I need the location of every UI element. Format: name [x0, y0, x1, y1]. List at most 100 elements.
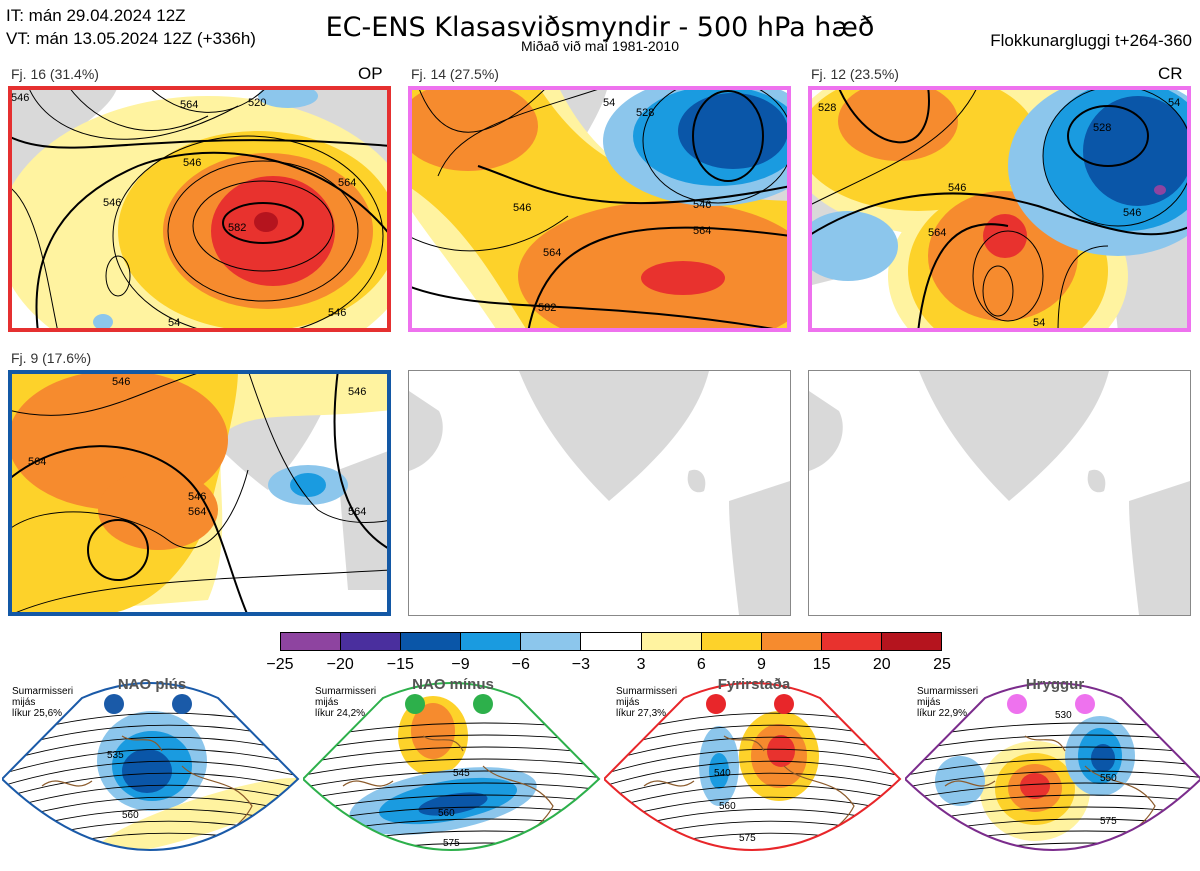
regime-season: Sumarmisseri	[616, 686, 678, 697]
page-title: EC-ENS Klasasviðsmyndir - 500 hPa hæð	[325, 12, 875, 43]
panel-2-contour-label: 546	[513, 202, 531, 214]
height-contour	[604, 760, 900, 790]
anomaly-shading	[1020, 773, 1050, 799]
panel-4-contour-label: 564	[188, 506, 206, 518]
regime-contour-label: 560	[122, 810, 139, 821]
regime-center-dot	[405, 694, 425, 714]
panel-2-contour-label: 54	[603, 97, 615, 109]
regime-1[interactable]: Sumarmisseri mijás líkur 25,6% 535 560 NAO pl…	[2, 676, 300, 871]
height-contour	[2, 784, 298, 814]
regime-fan-border	[303, 682, 601, 851]
regime-name: NAO plús	[117, 676, 187, 693]
valid-time: VT: mán 13.05.2024 12Z (+336h)	[6, 29, 256, 48]
colorbar-tick-label: −15	[386, 656, 414, 673]
panel-2-contour-label: 564	[543, 247, 561, 259]
panel-1-contour-label: 520	[248, 97, 266, 109]
colorbar-swatch	[760, 633, 821, 650]
regime-likelihood: líkur 27,3%	[616, 708, 667, 719]
regime-contour-label: 560	[719, 801, 736, 812]
height-contour	[905, 770, 1200, 790]
height-contour	[604, 784, 900, 814]
panel-3-contour-label: 528	[818, 102, 836, 114]
panel-2-contour-label: 564	[693, 225, 711, 237]
colorbar-swatch	[460, 633, 521, 650]
regime-center-dot	[1007, 694, 1027, 714]
regime-center-dot	[473, 694, 493, 714]
regime-center-dot	[104, 694, 124, 714]
regime-info: Sumarmisseri mijás líkur 22,9%	[917, 686, 978, 719]
page-subtitle: Miðað við maí 1981-2010	[521, 38, 679, 54]
panel-1-contour-label: 546	[103, 197, 121, 209]
colorbar-swatch	[820, 633, 881, 650]
panel-2-contour-label: 546	[693, 199, 711, 211]
anomaly-shading	[767, 735, 795, 767]
regime-2[interactable]: Sumarmisseri mijás líkur 24,2% 545 560 575 NAO…	[303, 676, 601, 871]
colorbar-swatch	[281, 633, 341, 650]
regime-name: NAO mínus	[412, 676, 494, 693]
regime-likelihood: líkur 25,6%	[12, 708, 63, 719]
panel-1-label: Fj. 16 (31.4%)	[11, 66, 99, 82]
regime-contour-label: 575	[443, 838, 460, 849]
height-contour	[604, 748, 900, 778]
cluster-map-2[interactable]: 528 546 546 564 564 582 54	[408, 86, 791, 332]
regime-contour-label: 560	[438, 808, 455, 819]
regime-fan-map: 540 560 575	[604, 682, 902, 851]
cluster-map-1[interactable]: 546 564 582 520 546 564 546 546 54	[8, 86, 391, 332]
regime-contour-label: 540	[714, 768, 731, 779]
colorbar-swatch	[340, 633, 401, 650]
panel-3-contour-label: 546	[1123, 207, 1141, 219]
colorbar-swatch	[700, 633, 761, 650]
panel-1-tag: OP	[358, 64, 383, 83]
anomaly-shading	[1020, 851, 1050, 861]
panel-3-tag: CR	[1158, 64, 1183, 83]
regime-center-dot	[1075, 694, 1095, 714]
regime-info: Sumarmisseri mijás líkur 25,6%	[12, 686, 73, 719]
panel-4-contour-label: 564	[348, 506, 366, 518]
colorbar-tick-label: −20	[326, 656, 354, 673]
regime-season: Sumarmisseri	[917, 686, 979, 697]
initial-time: IT: mán 29.04.2024 12Z	[6, 6, 186, 25]
regime-4[interactable]: Sumarmisseri mijás líkur 22,9% 530 550 575 Hry…	[905, 676, 1200, 871]
panel-3-contour-label: 564	[928, 227, 946, 239]
regime-3[interactable]: Sumarmisseri mijás líkur 27,3% 540 560 575 Fyr…	[604, 676, 902, 871]
panel-2-contour-label: 582	[538, 302, 556, 314]
regime-center-dot	[774, 694, 794, 714]
classification-window: Flokkunargluggi t+264-360	[990, 31, 1192, 50]
panel-4-contour-label: 546	[112, 376, 130, 388]
panel-3-border	[808, 86, 1191, 332]
cluster-map-3[interactable]: 528 546 528 546 564 54 54	[808, 86, 1191, 332]
height-contour	[303, 758, 599, 778]
colorbar-tick-label: −6	[511, 656, 530, 673]
colorbar-tick-label: 9	[757, 656, 766, 673]
regime-name: Fyrirstaða	[717, 676, 791, 693]
regime-middle: mijás	[315, 697, 339, 708]
colorbar-swatch	[640, 633, 701, 650]
panel-4-contour-label: 546	[188, 491, 206, 503]
regime-name: Hryggur	[1025, 676, 1085, 693]
panel-1-contour-label: 582	[228, 222, 246, 234]
regime-season: Sumarmisseri	[12, 686, 74, 697]
cluster-map-4[interactable]: 546 564 546 564 564 546	[8, 370, 391, 616]
anomaly-shading	[97, 777, 298, 850]
colorbar-tick-label: 15	[812, 656, 831, 673]
height-contour	[905, 758, 1200, 778]
panel-3-contour-label: 54	[1033, 317, 1045, 329]
panel-4-contour-label: 546	[348, 386, 366, 398]
panel-2-contour-label: 528	[636, 107, 654, 119]
regime-likelihood: líkur 22,9%	[917, 708, 968, 719]
panel-1-contour-label: 546	[328, 307, 346, 319]
colorbar-tick-label: 20	[872, 656, 891, 673]
colorbar-swatch	[520, 633, 581, 650]
height-contour	[2, 748, 298, 778]
anomaly-shading	[709, 753, 729, 789]
colorbar-tick-label: 25	[933, 656, 951, 673]
regime-fan-border	[905, 682, 1200, 851]
colorbar-swatch	[400, 633, 461, 650]
regime-fan-map: 530 550 575	[905, 682, 1200, 861]
regime-info: Sumarmisseri mijás líkur 27,3%	[616, 686, 677, 719]
regime-contour-label: 545	[453, 768, 470, 779]
height-contour	[604, 772, 900, 802]
regime-contour-label: 550	[1100, 773, 1117, 784]
anomaly-shading	[411, 703, 455, 759]
panel-4-label: Fj. 9 (17.6%)	[11, 350, 92, 366]
